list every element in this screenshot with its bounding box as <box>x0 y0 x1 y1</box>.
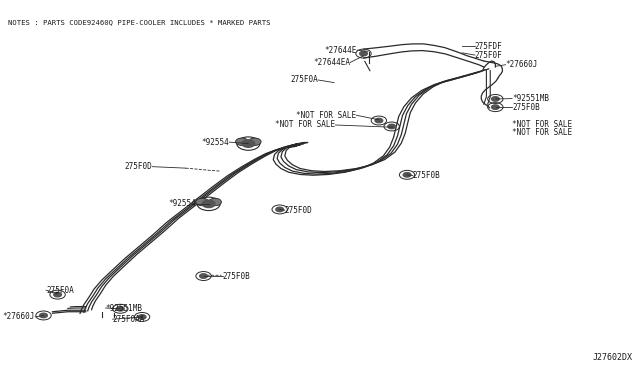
Text: 275F0D: 275F0D <box>125 162 152 171</box>
Circle shape <box>403 173 411 177</box>
Text: *27644E: *27644E <box>324 46 357 55</box>
Circle shape <box>236 138 248 145</box>
Text: 275F0B: 275F0B <box>413 171 440 180</box>
Circle shape <box>492 97 499 101</box>
Text: *92551MB: *92551MB <box>106 304 143 312</box>
Circle shape <box>248 138 261 145</box>
Text: NOTES : PARTS CODE92460Q PIPE-COOLER INCLUDES * MARKED PARTS: NOTES : PARTS CODE92460Q PIPE-COOLER INC… <box>8 19 270 25</box>
Text: *NOT FOR SALE: *NOT FOR SALE <box>512 128 572 137</box>
Circle shape <box>492 105 499 109</box>
Text: 275F0B: 275F0B <box>512 103 540 112</box>
Circle shape <box>209 198 221 206</box>
Text: *92554: *92554 <box>202 138 229 147</box>
Text: 275F0B: 275F0B <box>223 272 250 280</box>
Text: *27660J: *27660J <box>3 312 35 321</box>
Text: *92551MB: *92551MB <box>512 94 549 103</box>
Text: *NOT FOR SALE: *NOT FOR SALE <box>512 120 572 129</box>
Circle shape <box>276 207 284 212</box>
Text: *27644EA: *27644EA <box>313 58 350 67</box>
Text: *NOT FOR SALE: *NOT FOR SALE <box>275 121 335 129</box>
Text: 275F0D: 275F0D <box>285 206 312 215</box>
Circle shape <box>388 124 396 129</box>
Circle shape <box>202 200 215 208</box>
Text: 275F0A: 275F0A <box>46 286 74 295</box>
Circle shape <box>54 292 61 297</box>
Text: 275FDF: 275FDF <box>475 42 502 51</box>
Text: *92554: *92554 <box>168 199 196 208</box>
Circle shape <box>360 51 367 56</box>
Text: 275F0F: 275F0F <box>475 51 502 60</box>
Circle shape <box>200 274 207 278</box>
Text: J27602DX: J27602DX <box>593 353 632 362</box>
Text: *27660J: *27660J <box>506 60 538 69</box>
Text: 275F0AA: 275F0AA <box>113 315 145 324</box>
Circle shape <box>40 313 47 318</box>
Text: *NOT FOR SALE: *NOT FOR SALE <box>296 111 356 120</box>
Circle shape <box>242 140 255 147</box>
Circle shape <box>375 118 383 123</box>
Circle shape <box>196 198 209 206</box>
Text: 275F0A: 275F0A <box>291 76 318 84</box>
Circle shape <box>116 307 124 311</box>
Circle shape <box>138 315 146 319</box>
